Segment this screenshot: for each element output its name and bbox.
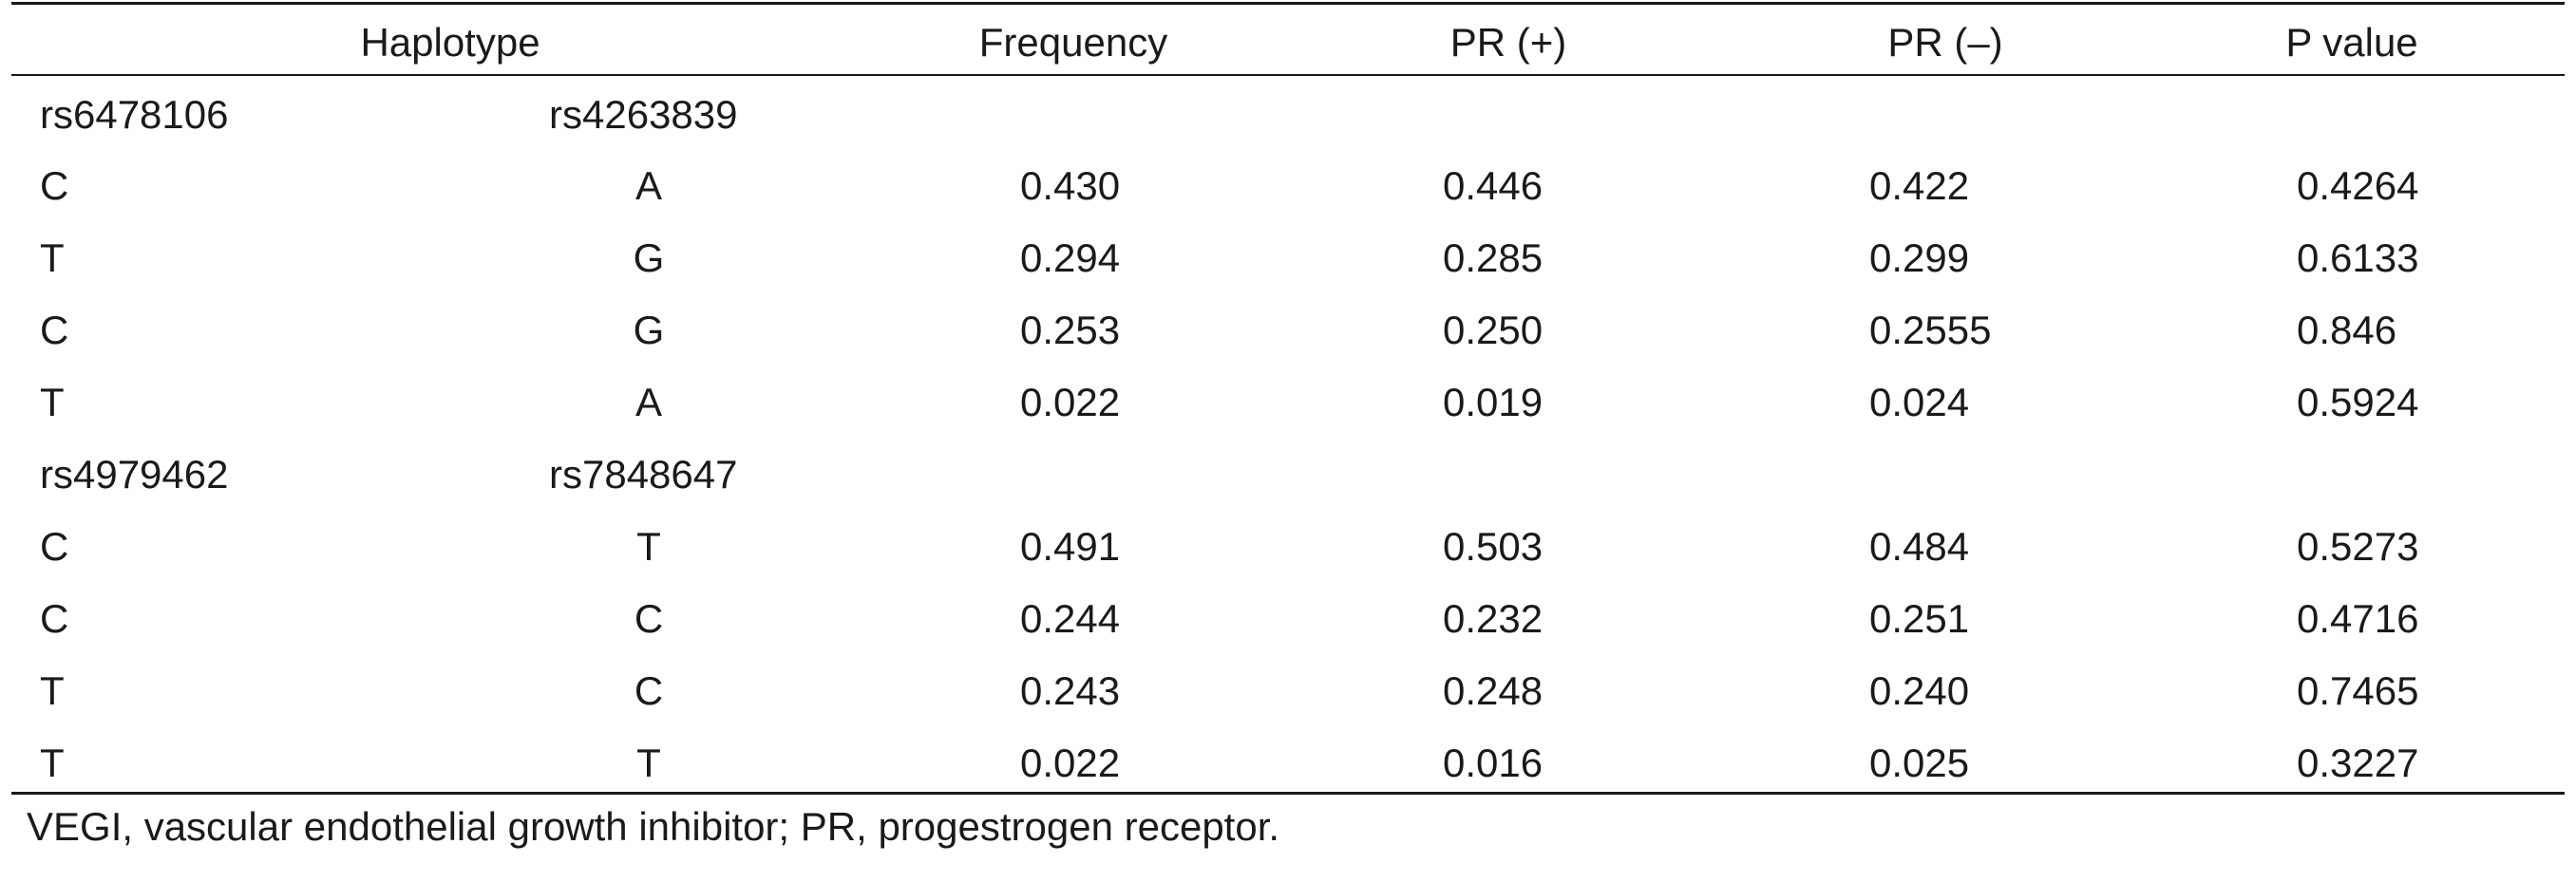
pr-negative-value: 0.422 bbox=[1869, 163, 1970, 208]
group-snp1-label: rs4979462 bbox=[40, 452, 229, 497]
allele-2: C bbox=[634, 668, 664, 713]
allele-1: T bbox=[40, 668, 65, 713]
p-value: 0.7465 bbox=[2297, 668, 2419, 713]
p-value: 0.846 bbox=[2297, 308, 2397, 352]
allele-1: T bbox=[40, 380, 65, 424]
table-bottom-rule bbox=[11, 792, 2565, 795]
allele-1: C bbox=[40, 596, 69, 641]
header-rule bbox=[11, 74, 2565, 76]
allele-1: C bbox=[40, 163, 69, 208]
pr-negative-value: 0.251 bbox=[1869, 596, 1970, 641]
header-pr-positive: PR (+) bbox=[1449, 20, 1567, 65]
pr-negative-value: 0.025 bbox=[1869, 741, 1970, 785]
table-top-rule bbox=[11, 2, 2565, 5]
header-frequency: Frequency bbox=[978, 20, 1168, 65]
pr-positive-value: 0.019 bbox=[1443, 380, 1544, 424]
pr-positive-value: 0.446 bbox=[1443, 163, 1544, 208]
pr-positive-value: 0.285 bbox=[1443, 235, 1544, 280]
p-value: 0.4264 bbox=[2297, 163, 2419, 208]
p-value: 0.4716 bbox=[2297, 596, 2419, 641]
allele-2: C bbox=[634, 596, 664, 641]
frequency-value: 0.022 bbox=[1020, 380, 1121, 424]
pr-negative-value: 0.024 bbox=[1869, 380, 1970, 424]
group-snp2-label: rs7848647 bbox=[549, 452, 738, 497]
frequency-value: 0.294 bbox=[1020, 235, 1121, 280]
allele-2: A bbox=[635, 380, 663, 424]
pr-positive-value: 0.232 bbox=[1443, 596, 1544, 641]
allele-2: A bbox=[635, 163, 663, 208]
pr-positive-value: 0.503 bbox=[1443, 524, 1544, 569]
frequency-value: 0.253 bbox=[1020, 308, 1121, 352]
frequency-value: 0.244 bbox=[1020, 596, 1121, 641]
allele-1: T bbox=[40, 235, 65, 280]
allele-2: G bbox=[633, 308, 665, 352]
allele-1: C bbox=[40, 308, 69, 352]
header-p-value: P value bbox=[2285, 20, 2418, 65]
header-haplotype: Haplotype bbox=[360, 20, 540, 65]
pr-negative-value: 0.484 bbox=[1869, 524, 1970, 569]
frequency-value: 0.022 bbox=[1020, 741, 1121, 785]
group-snp2-label: rs4263839 bbox=[549, 92, 738, 137]
pr-positive-value: 0.250 bbox=[1443, 308, 1544, 352]
frequency-value: 0.430 bbox=[1020, 163, 1121, 208]
frequency-value: 0.243 bbox=[1020, 668, 1121, 713]
p-value: 0.5924 bbox=[2297, 380, 2419, 424]
pr-negative-value: 0.2555 bbox=[1869, 308, 1992, 352]
allele-2: T bbox=[636, 524, 661, 569]
allele-2: T bbox=[636, 741, 661, 785]
pr-positive-value: 0.016 bbox=[1443, 741, 1544, 785]
p-value: 0.6133 bbox=[2297, 235, 2419, 280]
header-pr-negative: PR (–) bbox=[1887, 20, 2003, 65]
group-snp1-label: rs6478106 bbox=[40, 92, 229, 137]
pr-negative-value: 0.240 bbox=[1869, 668, 1970, 713]
pr-positive-value: 0.248 bbox=[1443, 668, 1544, 713]
allele-1: C bbox=[40, 524, 69, 569]
table-footnote: VEGI, vascular endothelial growth inhibi… bbox=[27, 804, 1280, 849]
frequency-value: 0.491 bbox=[1020, 524, 1121, 569]
pr-negative-value: 0.299 bbox=[1869, 235, 1970, 280]
allele-1: T bbox=[40, 741, 65, 785]
p-value: 0.5273 bbox=[2297, 524, 2419, 569]
allele-2: G bbox=[633, 235, 665, 280]
p-value: 0.3227 bbox=[2297, 741, 2419, 785]
